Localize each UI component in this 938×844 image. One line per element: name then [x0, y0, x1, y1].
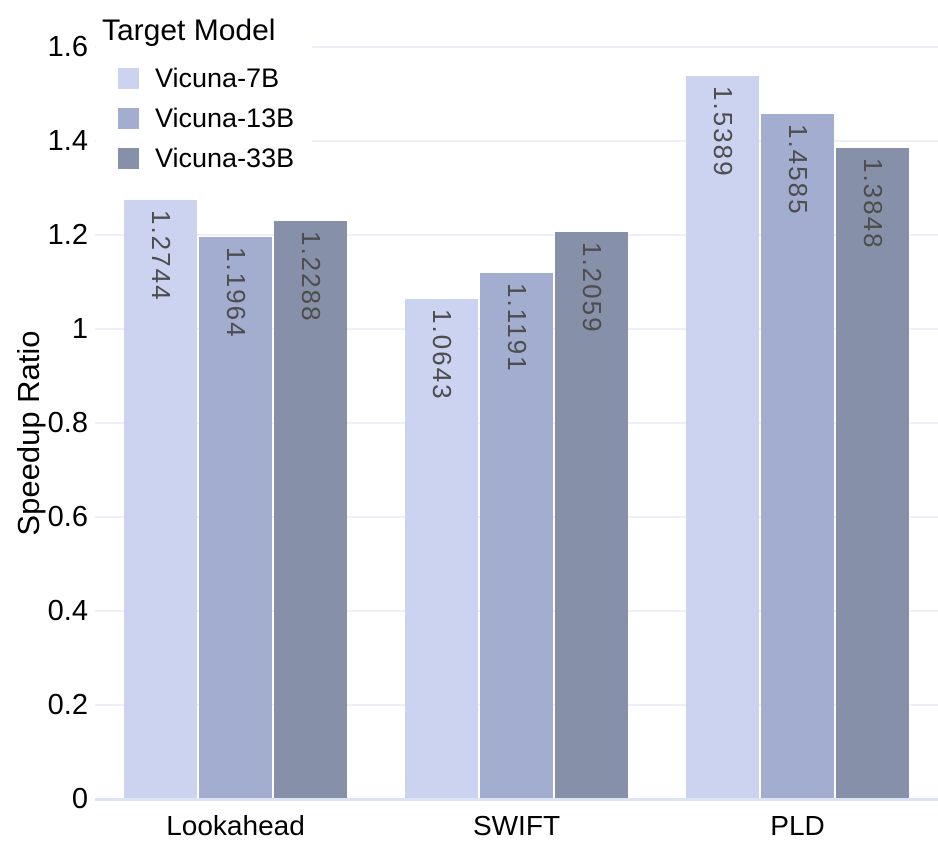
- bar-value-label: 1.0643: [427, 308, 457, 401]
- x-tick-label: Lookahead: [166, 810, 305, 841]
- gridline: [95, 46, 938, 48]
- bar-vicuna-13b-pld: 1.4585: [761, 113, 834, 799]
- x-tick-label: SWIFT: [472, 810, 561, 841]
- y-tick-label: 1.2: [47, 219, 88, 251]
- legend-item-label: Vicuna-7B: [155, 62, 280, 93]
- bar-vicuna-33b-lookahead: 1.2288: [274, 221, 347, 799]
- gridline: [95, 234, 938, 236]
- y-tick-label: 1: [71, 313, 88, 345]
- y-tick-label: 0.2: [47, 689, 88, 721]
- bar-vicuna-13b-lookahead: 1.1964: [199, 236, 272, 799]
- legend: Target Model Vicuna-7B Vicuna-13B Vicuna-3…: [96, 6, 312, 184]
- legend-item-vicuna-33b: Vicuna-33B: [96, 138, 312, 178]
- x-axis-baseline: [95, 798, 938, 801]
- legend-items: Vicuna-7B Vicuna-13B Vicuna-33B: [96, 58, 312, 178]
- legend-title: Target Model: [102, 14, 276, 47]
- bar-value-label: 1.3848: [858, 158, 888, 250]
- bar-vicuna-7b-swift: 1.0643: [405, 298, 478, 799]
- legend-swatch-icon: [118, 107, 139, 129]
- legend-item-vicuna-13b: Vicuna-13B: [96, 98, 312, 138]
- bar-value-label: 1.2288: [296, 231, 326, 323]
- y-tick-label: 0.8: [47, 407, 88, 439]
- bar-value-label: 1.4585: [783, 123, 813, 216]
- bar-value-label: 1.5389: [708, 85, 738, 178]
- bar-vicuna-7b-lookahead: 1.2744: [124, 200, 197, 799]
- legend-item-vicuna-7b: Vicuna-7B: [96, 58, 312, 98]
- legend-swatch-icon: [118, 67, 139, 89]
- x-tick-label: PLD: [770, 810, 825, 841]
- y-tick-label: 0.4: [47, 595, 88, 627]
- legend-item-label: Vicuna-13B: [155, 102, 295, 133]
- y-tick-label: 1.6: [47, 31, 88, 63]
- bar-value-label: 1.2744: [146, 210, 176, 302]
- y-tick-label: 0.6: [47, 501, 88, 533]
- legend-item-label: Vicuna-33B: [155, 142, 295, 173]
- y-tick-label: 1.4: [47, 125, 88, 157]
- bar-value-label: 1.1191: [502, 283, 532, 373]
- bar-vicuna-33b-swift: 1.2059: [555, 232, 628, 799]
- bar-value-label: 1.1964: [221, 246, 251, 339]
- bar-vicuna-13b-swift: 1.1191: [480, 273, 553, 799]
- bar-value-label: 1.2059: [577, 242, 607, 334]
- legend-swatch-icon: [118, 147, 139, 169]
- gridline: [95, 140, 938, 142]
- bar-vicuna-33b-pld: 1.3848: [836, 148, 909, 799]
- y-tick-label: 0: [71, 783, 88, 815]
- bar-vicuna-7b-pld: 1.5389: [686, 75, 759, 799]
